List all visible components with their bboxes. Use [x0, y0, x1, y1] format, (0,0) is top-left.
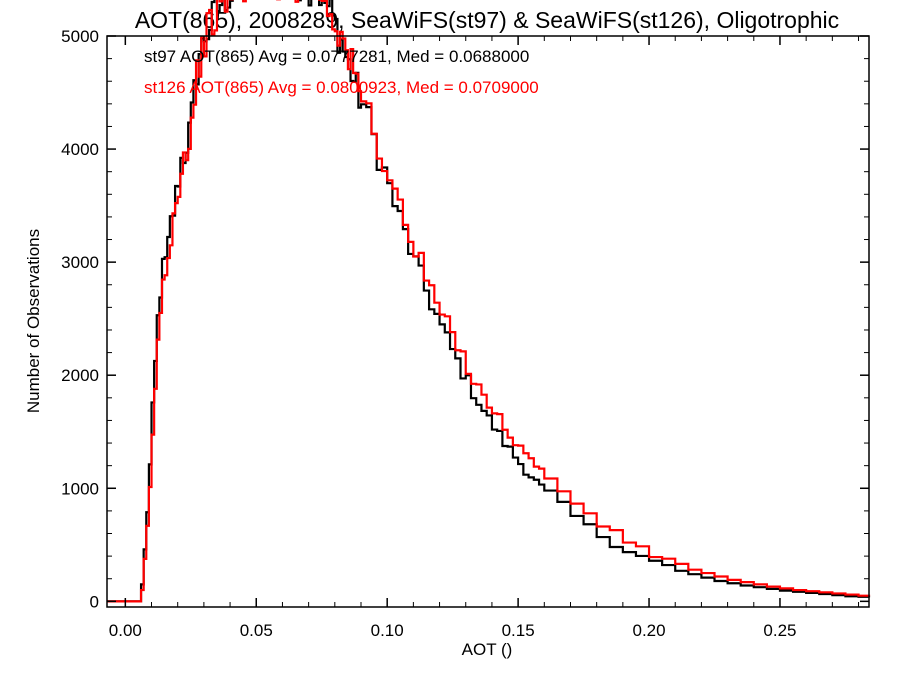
x-tick-label: 0.10: [371, 621, 404, 640]
x-tick-label: 0.25: [763, 621, 796, 640]
chart-title: AOT(865), 2008289, SeaWiFS(st97) & SeaWi…: [135, 7, 839, 33]
x-axis-label: AOT (): [462, 640, 513, 659]
plot-frame: [106, 35, 870, 608]
y-tick-label: 2000: [61, 366, 99, 385]
y-tick-label: 3000: [61, 253, 99, 272]
y-axis-label: Number of Observations: [24, 229, 43, 413]
y-tick-label: 0: [90, 592, 99, 611]
ticks-layer: 0.00 0.05 0.10 0.15 0.20 0.25 0 1000 2000 3000 400…: [61, 27, 869, 640]
series-line-st126: [107, 0, 871, 603]
legend-st126: st126 AOT(865) Avg = 0.0800923, Med = 0.…: [144, 78, 539, 97]
y-tick-label: 4000: [61, 140, 99, 159]
x-tick-label: 0.15: [502, 621, 535, 640]
legend-st97: st97 AOT(865) Avg = 0.0777281, Med = 0.0…: [144, 47, 529, 66]
x-tick-label: 0.00: [109, 621, 142, 640]
y-tick-label: 1000: [61, 479, 99, 498]
x-tick-label: 0.20: [632, 621, 665, 640]
y-tick-label: 5000: [61, 27, 99, 46]
series-layer: [107, 0, 871, 603]
x-tick-label: 0.05: [240, 621, 273, 640]
